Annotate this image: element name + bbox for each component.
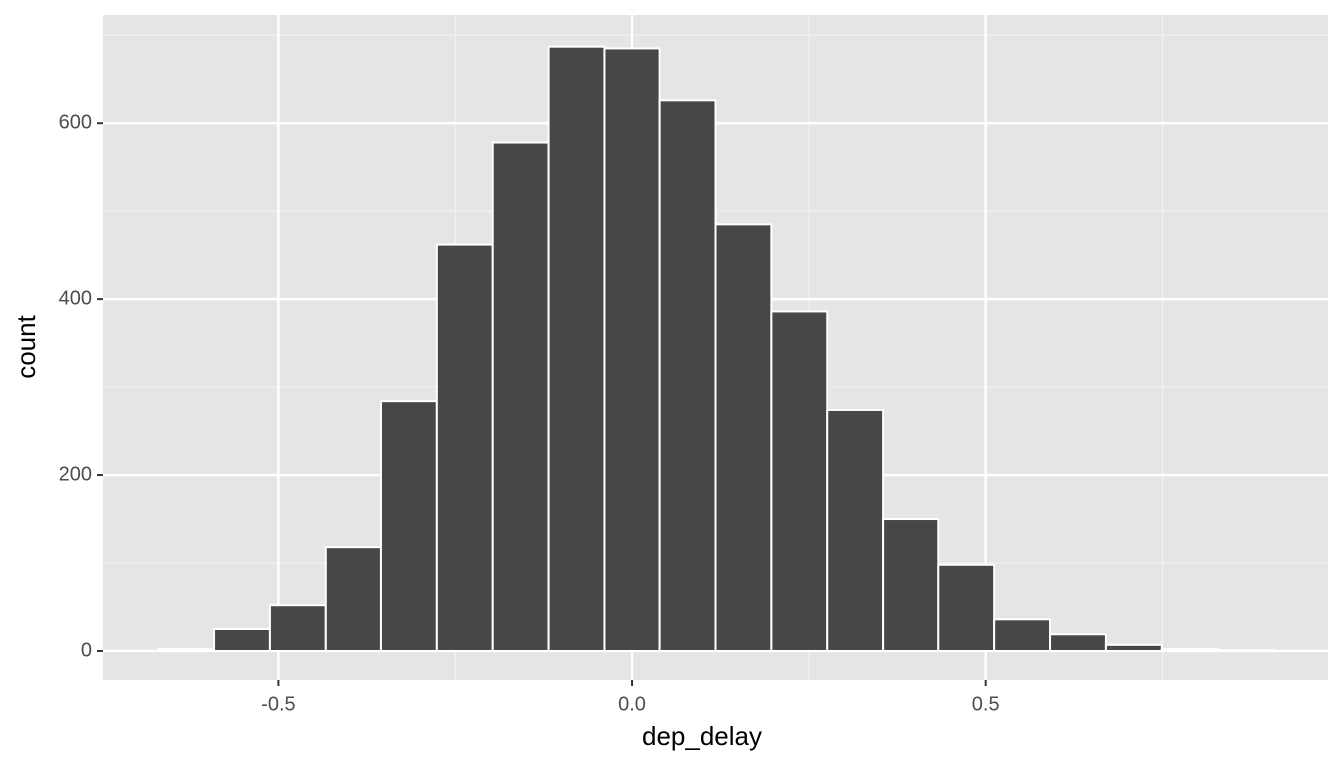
bar: [603, 47, 661, 652]
x-tick-label: 0.0: [618, 693, 646, 715]
bar: [157, 648, 216, 652]
bar: [1049, 633, 1107, 652]
y-tick-label: 600: [59, 111, 92, 133]
bar: [268, 604, 327, 652]
y-tick-label: 0: [81, 639, 92, 661]
bar: [993, 618, 1052, 652]
bar: [658, 99, 717, 652]
bar: [937, 563, 996, 652]
bar: [324, 546, 382, 652]
bar: [826, 408, 885, 652]
x-axis-title: dep_delay: [642, 721, 762, 751]
x-tick-label: 0.5: [972, 693, 1000, 715]
bar: [435, 243, 494, 652]
bar: [547, 45, 606, 652]
bar: [213, 627, 271, 652]
bar: [491, 141, 550, 652]
bar: [379, 400, 438, 652]
y-tick-label: 200: [59, 463, 92, 485]
y-axis-title: count: [11, 314, 41, 378]
y-tick-label: 400: [59, 287, 92, 309]
bar: [1104, 643, 1163, 652]
bar: [1216, 649, 1275, 652]
bar: [770, 310, 829, 652]
x-tick-label: -0.5: [261, 693, 295, 715]
bar: [714, 223, 773, 652]
bar: [882, 518, 940, 652]
bar: [1160, 648, 1219, 652]
